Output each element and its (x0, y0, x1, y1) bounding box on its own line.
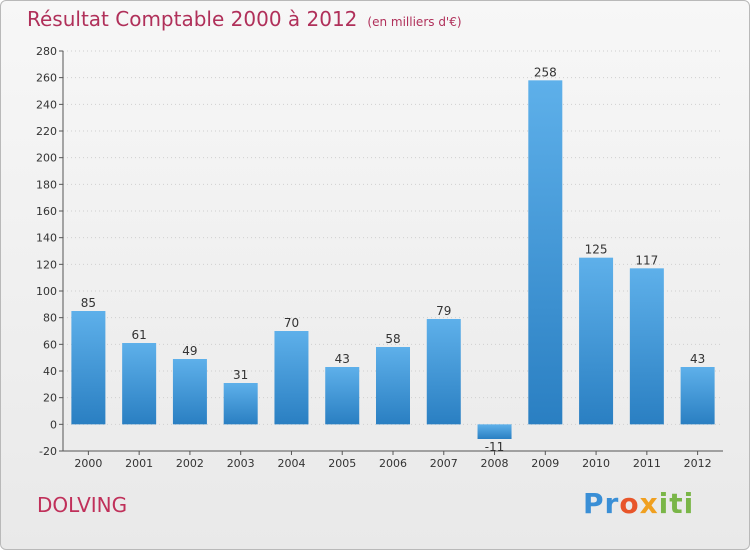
y-tick-label: 280 (36, 45, 57, 58)
logo-part-2: o (619, 487, 640, 520)
x-tick-label-2009: 2009 (531, 457, 559, 470)
bar-2012 (680, 367, 715, 425)
bar-2008 (477, 424, 512, 439)
y-tick-label: 100 (36, 285, 57, 298)
x-tick-label-2011: 2011 (633, 457, 661, 470)
data-label-2007: 79 (436, 304, 451, 318)
bar-2004 (274, 331, 309, 425)
x-tick-label-2003: 2003 (227, 457, 255, 470)
logo-part-1: Pr (583, 487, 620, 520)
y-tick-label: 200 (36, 152, 57, 165)
y-tick-label: 80 (43, 312, 57, 325)
bar-2003 (223, 383, 258, 425)
data-label-2000: 85 (81, 296, 96, 310)
y-tick-label: 40 (43, 365, 57, 378)
chart-title-block: Résultat Comptable 2000 à 2012 (en millie… (27, 7, 462, 31)
bar-2000 (71, 311, 106, 425)
data-label-2010: 125 (585, 243, 608, 257)
y-tick-label: 160 (36, 205, 57, 218)
x-tick-label-2001: 2001 (125, 457, 153, 470)
bar-2007 (426, 319, 461, 425)
bar-2001 (122, 343, 157, 425)
data-label-2001: 61 (132, 328, 147, 342)
y-tick-label: 220 (36, 125, 57, 138)
bar-2005 (325, 367, 360, 425)
bar-2002 (172, 359, 207, 425)
y-tick-label: 120 (36, 258, 57, 271)
x-tick-label-2006: 2006 (379, 457, 407, 470)
data-label-2012: 43 (690, 352, 705, 366)
y-tick-label: 60 (43, 338, 57, 351)
logo-part-3: x (639, 487, 659, 520)
y-tick-label: 240 (36, 98, 57, 111)
proxiti-logo: Proxiti (583, 487, 694, 520)
y-tick-label: 180 (36, 178, 57, 191)
bar-2009 (528, 80, 563, 425)
data-label-2011: 117 (635, 253, 658, 267)
chart-subtitle: (en milliers d'€) (367, 15, 462, 29)
data-label-2002: 49 (182, 344, 197, 358)
bar-2006 (376, 347, 410, 425)
x-tick-label-2010: 2010 (582, 457, 610, 470)
chart-title: Résultat Comptable 2000 à 2012 (27, 7, 358, 31)
x-tick-label-2012: 2012 (684, 457, 712, 470)
data-label-2009: 258 (534, 65, 557, 79)
x-tick-label-2004: 2004 (277, 457, 305, 470)
data-label-2008: -11 (485, 440, 505, 454)
data-label-2006: 58 (385, 332, 400, 346)
x-tick-label-2000: 2000 (74, 457, 102, 470)
data-label-2003: 31 (233, 368, 248, 382)
x-tick-label-2002: 2002 (176, 457, 204, 470)
y-tick-label: 140 (36, 232, 57, 245)
bar-2010 (579, 257, 614, 425)
place-name: DOLVING (37, 493, 128, 517)
y-tick-label: 0 (50, 418, 57, 431)
y-tick-label: -20 (39, 445, 57, 458)
data-label-2005: 43 (335, 352, 350, 366)
x-tick-label-2005: 2005 (328, 457, 356, 470)
logo-part-4: iti (658, 487, 695, 520)
bar-2011 (629, 268, 664, 425)
x-tick-label-2007: 2007 (430, 457, 458, 470)
y-tick-label: 260 (36, 72, 57, 85)
x-tick-label-2008: 2008 (481, 457, 509, 470)
y-tick-label: 20 (43, 392, 57, 405)
data-label-2004: 70 (284, 316, 299, 330)
